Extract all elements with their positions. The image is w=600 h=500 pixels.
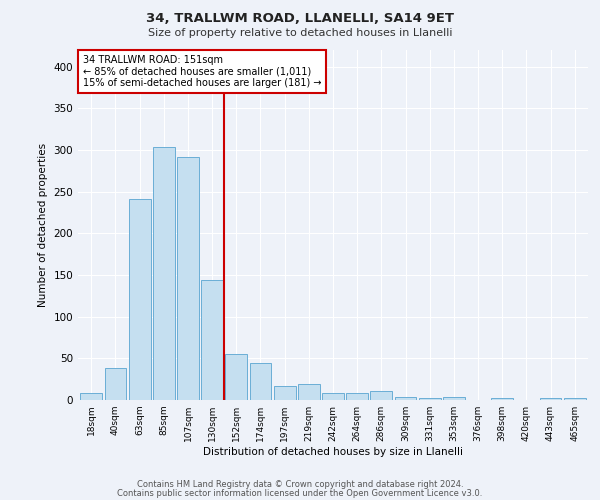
Bar <box>129 199 151 400</box>
Bar <box>153 146 175 400</box>
Bar <box>346 392 368 400</box>
Bar <box>564 398 586 400</box>
Bar <box>443 396 465 400</box>
Bar <box>104 368 127 400</box>
X-axis label: Distribution of detached houses by size in Llanelli: Distribution of detached houses by size … <box>203 447 463 457</box>
Bar <box>370 391 392 400</box>
Text: Contains HM Land Registry data © Crown copyright and database right 2024.: Contains HM Land Registry data © Crown c… <box>137 480 463 489</box>
Bar <box>80 394 102 400</box>
Text: Contains public sector information licensed under the Open Government Licence v3: Contains public sector information licen… <box>118 488 482 498</box>
Bar <box>298 384 320 400</box>
Text: 34 TRALLWM ROAD: 151sqm
← 85% of detached houses are smaller (1,011)
15% of semi: 34 TRALLWM ROAD: 151sqm ← 85% of detache… <box>83 56 322 88</box>
Bar <box>322 392 344 400</box>
Bar <box>226 354 247 400</box>
Bar <box>395 396 416 400</box>
Bar <box>539 398 562 400</box>
Bar <box>491 398 513 400</box>
Text: Size of property relative to detached houses in Llanelli: Size of property relative to detached ho… <box>148 28 452 38</box>
Bar <box>177 156 199 400</box>
Y-axis label: Number of detached properties: Number of detached properties <box>38 143 48 307</box>
Bar <box>419 398 440 400</box>
Text: 34, TRALLWM ROAD, LLANELLI, SA14 9ET: 34, TRALLWM ROAD, LLANELLI, SA14 9ET <box>146 12 454 26</box>
Bar <box>250 362 271 400</box>
Bar <box>201 280 223 400</box>
Bar <box>274 386 296 400</box>
